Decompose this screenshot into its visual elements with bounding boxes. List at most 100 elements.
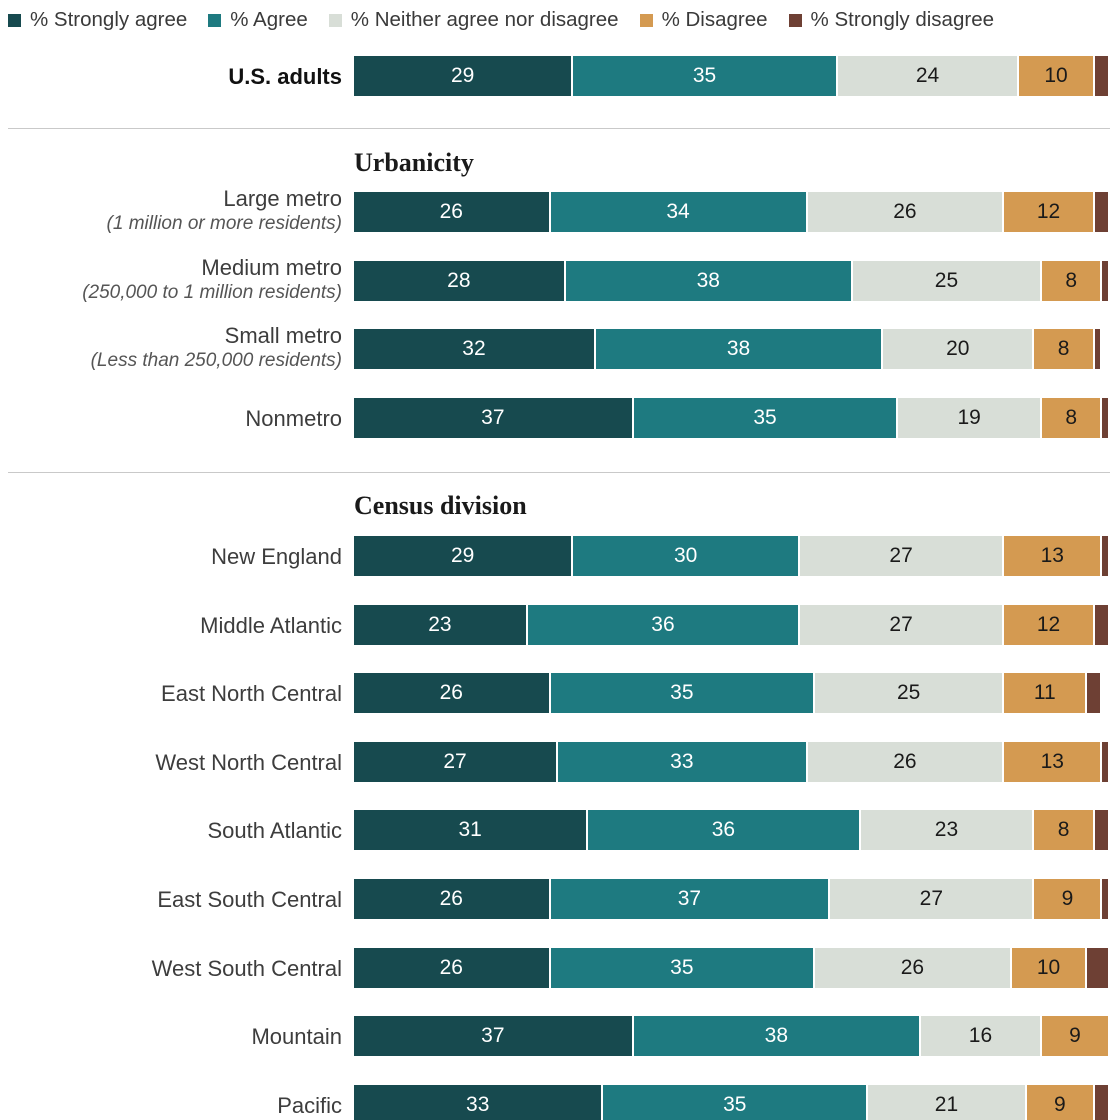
bar-segment xyxy=(1102,741,1110,782)
row-label-text: Middle Atlantic xyxy=(200,612,342,638)
chart-legend: % Strongly agree % Agree % Neither agree n… xyxy=(8,7,994,33)
bar-segment: 35 xyxy=(633,397,899,438)
row-label: Pacific xyxy=(277,1093,342,1119)
legend-swatch xyxy=(639,13,653,27)
row-label-text: Large metro xyxy=(223,186,342,211)
bar-segment xyxy=(1102,879,1110,919)
data-label: 33 xyxy=(670,749,694,773)
data-label: 29 xyxy=(450,544,475,567)
bar-segment: 28 xyxy=(354,260,566,301)
bar-segment: 25 xyxy=(815,673,1005,714)
bar-segment: 27 xyxy=(354,741,559,782)
row-label-text: Nonmetro xyxy=(245,405,342,431)
data-label: 25 xyxy=(934,268,959,292)
bar-segment: 38 xyxy=(595,329,884,370)
bar-segment: 37 xyxy=(354,1016,634,1057)
bar-segment: 37 xyxy=(354,397,634,438)
bar-segment: 38 xyxy=(633,1016,921,1057)
bar-segment: 38 xyxy=(565,260,853,301)
bar-segment: 27 xyxy=(830,879,1035,919)
row-label-text: New England xyxy=(211,544,342,569)
row-label: West South Central xyxy=(152,956,342,982)
bar-segment: 35 xyxy=(550,673,816,714)
bar-segment: 9 xyxy=(1041,1016,1110,1057)
legend-item: % Neither agree nor disagree xyxy=(328,8,619,32)
row-label: Large metro (1 million or more residents) xyxy=(107,186,342,235)
bar-segment: 32 xyxy=(354,329,596,370)
row-sublabel: (1 million or more residents) xyxy=(106,213,342,234)
stacked-bar: 37 38 16 9 xyxy=(354,1016,1110,1057)
bar-segment: 23 xyxy=(354,604,528,645)
data-label: 27 xyxy=(919,887,943,910)
bar-segment: 26 xyxy=(815,947,1012,988)
data-label: 8 xyxy=(1057,818,1070,842)
data-label: 21 xyxy=(934,1092,959,1116)
data-label: 29 xyxy=(450,64,475,87)
stacked-bar: 32 38 20 8 xyxy=(354,329,1110,370)
data-label: 9 xyxy=(1069,1024,1081,1048)
data-label: 9 xyxy=(1054,1092,1066,1116)
row-label: Mountain xyxy=(251,1024,342,1050)
data-label: 10 xyxy=(1044,64,1068,87)
legend-label: % Strongly agree xyxy=(30,8,188,31)
data-label: 35 xyxy=(670,955,694,979)
bar-segment: 8 xyxy=(1034,810,1095,851)
stacked-bar: 26 37 27 9 xyxy=(354,879,1110,919)
stacked-bar: 23 36 27 12 xyxy=(354,604,1110,645)
bar-segment xyxy=(1094,1084,1110,1120)
bar-segment: 26 xyxy=(354,947,551,988)
legend-swatch xyxy=(788,13,802,27)
bar-segment: 34 xyxy=(550,192,808,232)
bar-segment xyxy=(1102,536,1110,576)
legend-item: % Strongly agree xyxy=(8,8,187,32)
row-label-text: Small metro xyxy=(224,323,342,349)
row-label: Middle Atlantic xyxy=(200,613,342,639)
bar-segment xyxy=(1102,397,1110,438)
data-label: 26 xyxy=(439,681,463,705)
bar-segment: 25 xyxy=(852,260,1042,301)
row-sublabel: (Less than 250,000 residents) xyxy=(90,350,342,372)
data-label: 38 xyxy=(726,337,751,361)
data-label: 19 xyxy=(957,405,981,429)
bar-segment: 33 xyxy=(558,741,808,782)
row-label: East South Central xyxy=(157,887,342,913)
data-label: 30 xyxy=(673,544,698,567)
row-sublabel: (250,000 to 1 million residents) xyxy=(82,281,342,303)
bar-segment: 16 xyxy=(921,1016,1042,1057)
data-label: 27 xyxy=(443,749,467,773)
bar-segment: 8 xyxy=(1041,260,1103,301)
bar-segment: 29 xyxy=(354,56,574,96)
data-label: 32 xyxy=(462,337,486,361)
data-label: 36 xyxy=(651,612,675,636)
row-label-text: U.S. adults xyxy=(228,64,342,89)
data-label: 36 xyxy=(711,818,736,842)
stacked-bar: 28 38 25 8 xyxy=(354,260,1110,301)
row-label-text: Mountain xyxy=(251,1024,342,1050)
data-label: 35 xyxy=(670,681,694,705)
bar-segment: 26 xyxy=(354,879,551,919)
bar-segment xyxy=(1094,604,1110,645)
stacked-bar: 29 35 24 10 xyxy=(354,56,1110,96)
row-label-text: Pacific xyxy=(277,1092,342,1118)
bar-segment xyxy=(1087,673,1103,714)
stacked-bar: 26 35 25 11 xyxy=(354,673,1110,714)
stacked-bar: 26 35 26 10 xyxy=(354,947,1110,988)
data-label: 13 xyxy=(1040,544,1064,567)
data-label: 28 xyxy=(447,268,471,292)
row-label-text: Medium metro xyxy=(201,254,342,280)
row-label: South Atlantic xyxy=(207,818,342,844)
data-label: 8 xyxy=(1065,405,1078,429)
data-label: 9 xyxy=(1061,887,1074,910)
stacked-bar: 33 35 21 9 xyxy=(354,1084,1110,1120)
stacked-bar: 26 34 26 12 xyxy=(354,192,1110,232)
data-label: 11 xyxy=(1033,681,1056,705)
legend-swatch xyxy=(208,13,222,27)
data-label: 37 xyxy=(481,405,505,429)
legend-label: % Disagree xyxy=(661,8,768,31)
row-label: West North Central xyxy=(155,750,342,776)
bar-segment: 27 xyxy=(800,604,1005,645)
legend-item: % Agree xyxy=(208,8,308,32)
row-label: East North Central xyxy=(161,681,342,707)
section-title: Urbanicity xyxy=(354,148,474,177)
bar-segment xyxy=(1087,947,1110,988)
